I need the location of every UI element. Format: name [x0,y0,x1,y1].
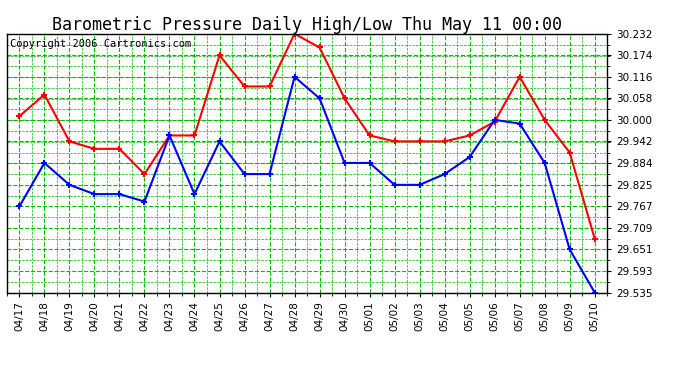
Title: Barometric Pressure Daily High/Low Thu May 11 00:00: Barometric Pressure Daily High/Low Thu M… [52,16,562,34]
Text: Copyright 2006 Cartronics.com: Copyright 2006 Cartronics.com [10,39,191,49]
